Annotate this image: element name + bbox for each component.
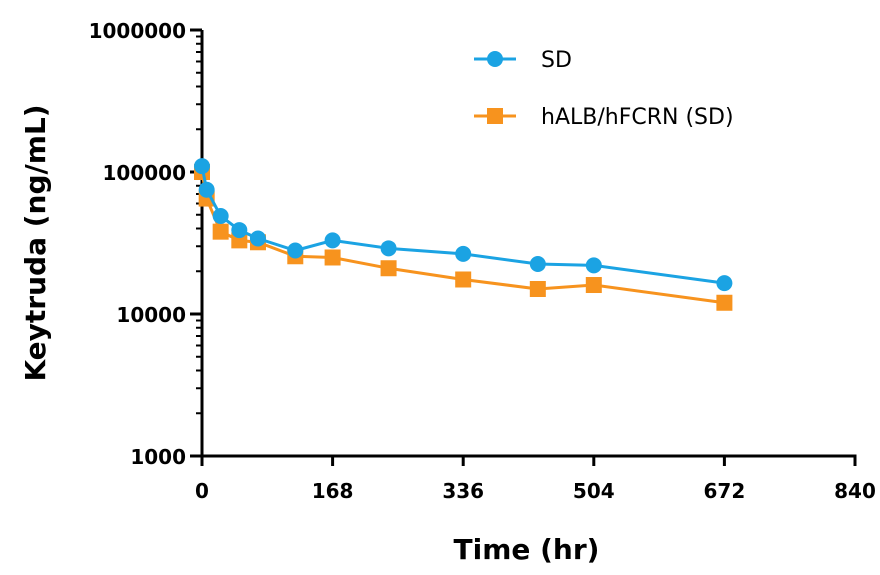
legend-marker <box>487 51 503 67</box>
x-tick-label: 0 <box>195 479 209 503</box>
series-halb-hfcrn-sd <box>194 164 733 311</box>
legend-item: hALB/hFCRN (SD) <box>474 105 734 130</box>
data-point <box>324 249 341 266</box>
data-point <box>324 232 341 249</box>
data-point <box>585 277 602 294</box>
x-tick-label: 672 <box>704 479 746 503</box>
series-sd <box>194 158 733 292</box>
data-point <box>455 245 472 262</box>
data-point <box>716 294 733 311</box>
x-axis-title: Time (hr) <box>454 533 600 566</box>
y-tick-label: 1000 <box>130 445 186 469</box>
data-point <box>380 240 397 257</box>
data-point <box>194 158 210 175</box>
series-line <box>200 165 725 285</box>
data-point <box>198 181 215 198</box>
data-point <box>585 257 602 274</box>
y-tick-label: 1000000 <box>89 19 186 43</box>
x-tick-label: 168 <box>312 479 354 503</box>
data-point <box>287 242 304 259</box>
legend-item: SD <box>474 48 572 73</box>
data-point <box>212 223 229 240</box>
data-point <box>529 255 546 272</box>
x-tick-label: 504 <box>573 479 615 503</box>
data-point <box>716 275 733 292</box>
data-point <box>529 280 546 297</box>
x-tick-label: 840 <box>834 479 876 503</box>
legend-label: hALB/hFCRN (SD) <box>541 105 734 130</box>
y-axis-title: Keytruda (ng/mL) <box>19 104 52 381</box>
x-tick-label: 336 <box>442 479 484 503</box>
data-point <box>212 207 229 224</box>
series-layer <box>194 158 733 311</box>
y-tick-label: 100000 <box>103 161 187 185</box>
x-axis-ticks: 0 168 336 504 672 840 <box>195 456 876 503</box>
data-point <box>455 271 472 288</box>
legend-label: SD <box>541 48 572 73</box>
data-point <box>380 260 397 277</box>
axes <box>200 30 857 458</box>
data-point <box>249 230 266 247</box>
y-axis-ticks: 1000 10000 100000 1000000 <box>89 19 202 469</box>
legend-marker <box>487 108 503 124</box>
legend: SD hALB/hFCRN (SD) <box>474 48 734 130</box>
y-tick-label: 10000 <box>116 303 186 327</box>
data-point <box>231 222 248 239</box>
